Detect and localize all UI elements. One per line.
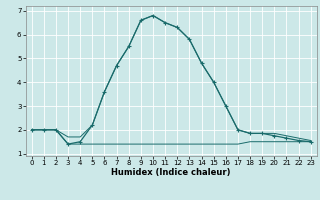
- X-axis label: Humidex (Indice chaleur): Humidex (Indice chaleur): [111, 168, 231, 177]
